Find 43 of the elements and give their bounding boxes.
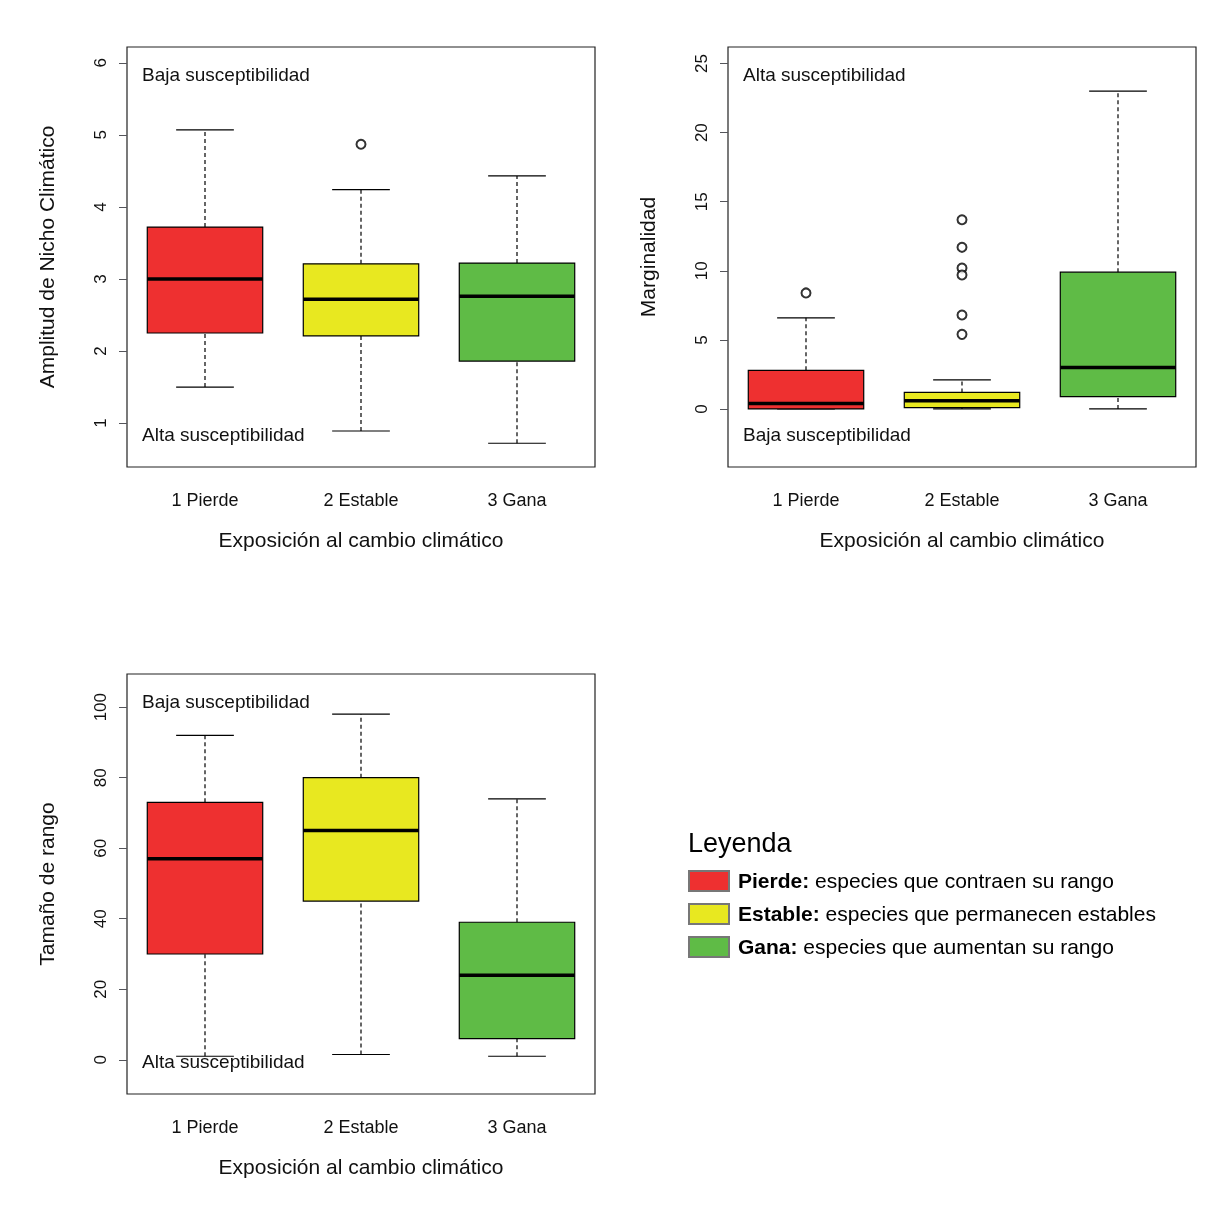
annotation: Baja susceptibilidad [743, 424, 911, 445]
x-tick-label: 3 Gana [487, 490, 548, 510]
y-tick-label: 0 [91, 1055, 110, 1065]
annotation: Alta susceptibilidad [142, 424, 305, 445]
x-axis-title: Exposición al cambio climático [218, 528, 504, 551]
y-tick-label: 3 [91, 274, 110, 284]
annotation: Baja susceptibilidad [142, 691, 310, 712]
y-tick-label: 60 [91, 838, 110, 858]
x-axis-title: Exposición al cambio climático [218, 1155, 504, 1178]
x-axis-title: Exposición al cambio climático [819, 528, 1105, 551]
x-tick-label: 2 Estable [924, 490, 1000, 510]
y-tick-label: 2 [91, 346, 110, 356]
x-tick-label: 2 Estable [323, 490, 399, 510]
x-tick-label: 1 Pierde [171, 1117, 239, 1137]
x-tick-label: 2 Estable [323, 1117, 399, 1137]
y-tick-label: 80 [91, 768, 110, 788]
x-tick-label: 3 Gana [487, 1117, 548, 1137]
y-tick-label: 0 [692, 404, 711, 414]
x-tick-label: 1 Pierde [772, 490, 840, 510]
annotation: Alta susceptibilidad [743, 64, 906, 85]
x-tick-label: 3 Gana [1088, 490, 1149, 510]
legend-label: Estable: especies que permanecen estables [738, 902, 1156, 926]
text: Leyenda [688, 828, 793, 859]
y-tick-label: 5 [692, 335, 711, 345]
y-tick-label: 15 [692, 192, 711, 212]
y-tick-label: 5 [91, 130, 110, 140]
y-tick-label: 25 [692, 54, 711, 74]
y-tick-label: 1 [91, 418, 110, 428]
y-tick-label: 100 [91, 692, 110, 722]
y-tick-label: 20 [692, 123, 711, 143]
y-axis-title: Amplitud de Nicho Climático [35, 125, 58, 389]
x-tick-label: 1 Pierde [171, 490, 239, 510]
legend-label: Pierde: especies que contraen su rango [738, 869, 1114, 893]
legend-label: Gana: especies que aumentan su rango [738, 935, 1114, 959]
y-tick-label: 4 [91, 202, 110, 212]
annotation: Baja susceptibilidad [142, 64, 310, 85]
y-tick-label: 6 [91, 58, 110, 68]
y-axis-title: Marginalidad [636, 196, 659, 318]
y-axis-title: Tamaño de rango [35, 802, 58, 966]
y-tick-label: 40 [91, 909, 110, 929]
y-tick-label: 10 [692, 261, 711, 281]
annotation: Alta susceptibilidad [142, 1051, 305, 1072]
y-tick-label: 20 [91, 979, 110, 999]
